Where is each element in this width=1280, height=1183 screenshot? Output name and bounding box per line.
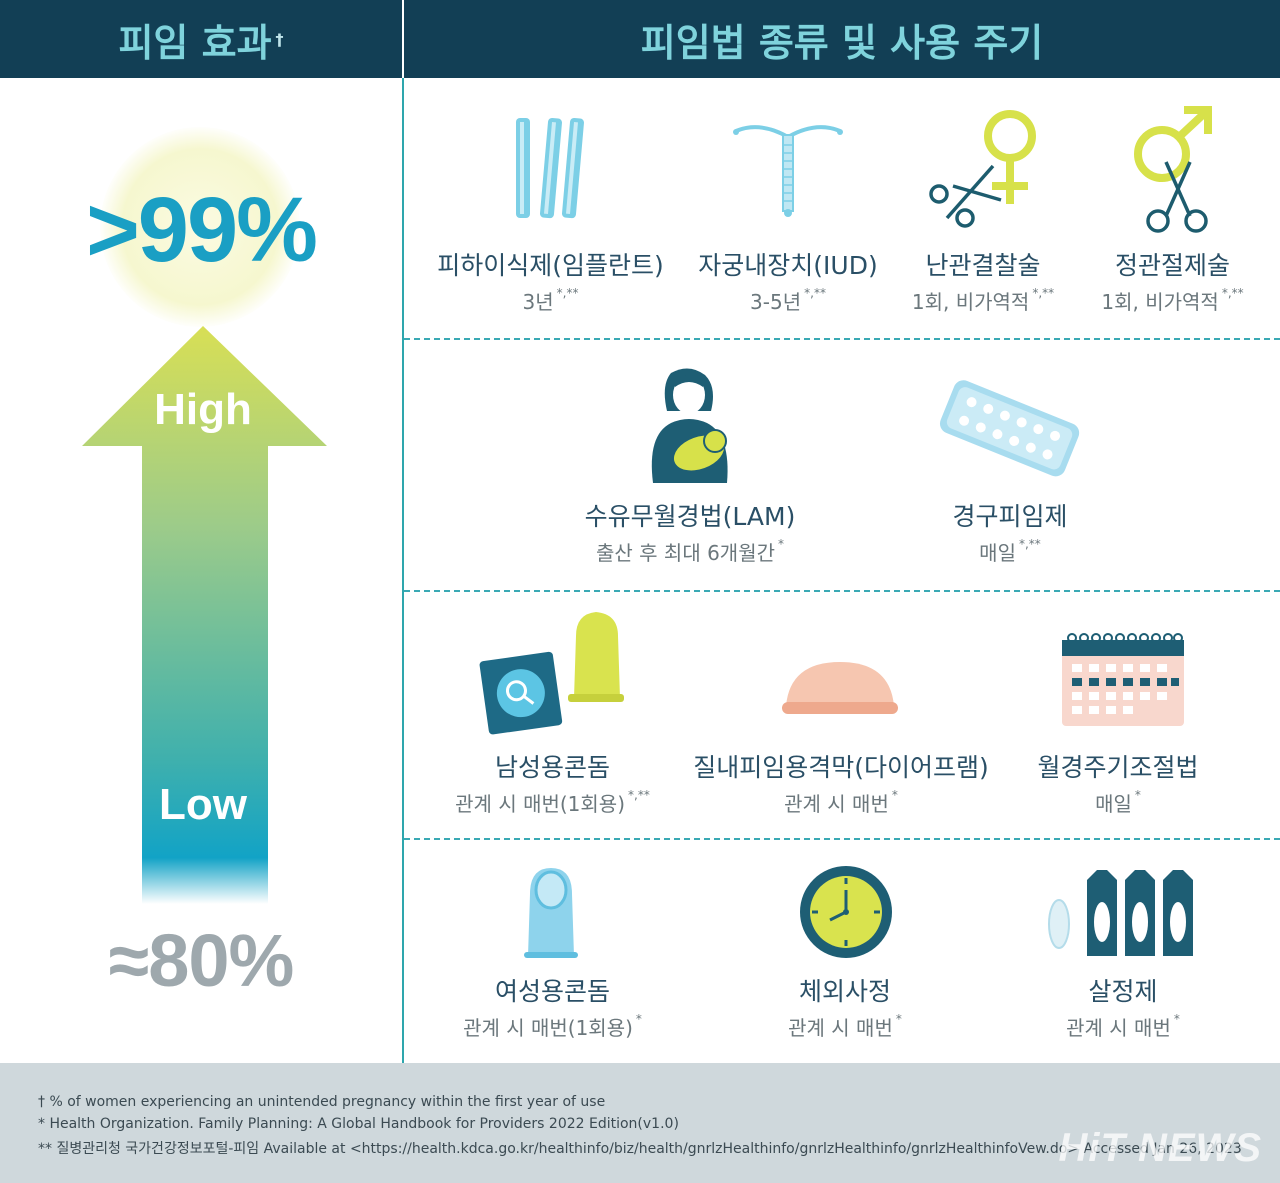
method-cycle: 출산 후 최대 6개월간 *	[596, 537, 784, 565]
breastfeeding-icon	[651, 368, 728, 483]
method-pill: 경구피임제 매일 *,**	[915, 497, 1105, 566]
method-cycle: 1회, 비가역적 *,**	[911, 286, 1055, 314]
footnote-who: * Health Organization. Family Planning: …	[38, 1116, 679, 1132]
male-condom-icon	[479, 612, 624, 735]
high-label: High	[154, 385, 252, 434]
method-male-condom: 남성용콘돔 관계 시 매번(1회용) *,**	[430, 748, 675, 817]
method-lam: 수유무월경법(LAM) 출산 후 최대 6개월간 *	[560, 497, 820, 566]
method-cycle: 관계 시 매번 *	[1066, 1012, 1180, 1040]
low-label: Low	[159, 780, 247, 829]
diaphragm-icon	[782, 662, 898, 714]
method-vasectomy: 정관절제술 1회, 비가역적 *,**	[1080, 246, 1265, 315]
effect-title: 피임 효과 †	[0, 0, 402, 78]
method-cycle: 1회, 비가역적 *,**	[1101, 286, 1244, 314]
method-name: 질내피임용격막(다이어프램)	[693, 753, 989, 782]
row-divider	[404, 838, 1280, 840]
method-withdrawal: 체외사정 관계 시 매번 *	[760, 972, 930, 1041]
footnote-dagger: † % of women experiencing an unintended …	[38, 1094, 606, 1110]
method-name: 수유무월경법(LAM)	[584, 502, 796, 531]
method-cycle: 3-5년 *,**	[750, 286, 826, 314]
method-name: 살정제	[1088, 977, 1158, 1006]
male-scissors-icon	[1134, 106, 1212, 233]
iud-icon	[733, 125, 843, 217]
clock-icon	[800, 866, 892, 958]
method-name: 난관결찰술	[925, 251, 1041, 280]
method-iud: 자궁내장치(IUD) 3-5년 *,**	[688, 246, 888, 315]
method-diaphragm: 질내피임용격막(다이어프램) 관계 시 매번 *	[678, 748, 1004, 817]
method-cycle: 관계 시 매번(1회용) *,**	[455, 788, 650, 816]
method-cycle: 매일 *	[1095, 788, 1141, 816]
effect-title-text: 피임 효과	[118, 20, 272, 65]
calendar-icon	[1062, 633, 1184, 726]
method-cycle: 매일 *,**	[979, 537, 1041, 565]
method-calendar: 월경주기조절법 매일 *	[1028, 748, 1208, 817]
method-tubal: 난관결찰술 1회, 비가역적 *,**	[893, 246, 1073, 315]
pill-pack-icon	[939, 380, 1080, 477]
row-divider	[404, 590, 1280, 592]
header-bar: 피임 효과 † 피임법 종류 및 사용 주기	[0, 0, 1280, 78]
method-implant: 피하이식제(임플란트) 3년 *,**	[418, 246, 683, 315]
low-percent: ≈80%	[108, 919, 295, 1002]
glow-circle	[100, 127, 300, 327]
footnote-kdca: ** 질병관리청 국가건강정보포털-피임 Available at <https…	[38, 1141, 1242, 1157]
method-cycle: 관계 시 매번(1회용) *	[463, 1012, 642, 1040]
method-female-condom: 여성용콘돔 관계 시 매번(1회용) *	[440, 972, 665, 1041]
implant-rods-icon	[516, 118, 584, 219]
female-condom-icon	[524, 868, 578, 958]
method-name: 월경주기조절법	[1037, 753, 1199, 782]
method-cycle: 관계 시 매번 *	[788, 1012, 902, 1040]
method-cycle: 관계 시 매번 *	[784, 788, 898, 816]
column-divider	[402, 78, 404, 1063]
method-name: 자궁내장치(IUD)	[698, 251, 878, 280]
method-name: 남성용콘돔	[494, 753, 610, 782]
methods-title: 피임법 종류 및 사용 주기	[404, 0, 1280, 78]
spermicide-icon	[1048, 870, 1193, 956]
watermark-logo: HiT NEWS	[1058, 1126, 1262, 1170]
footnotes: † % of women experiencing an unintended …	[0, 1063, 1280, 1183]
method-name: 여성용콘돔	[494, 977, 610, 1006]
method-name: 피하이식제(임플란트)	[437, 251, 664, 280]
methods-title-text: 피임법 종류 및 사용 주기	[640, 20, 1044, 65]
female-scissors-icon	[929, 110, 1036, 228]
dagger-mark: †	[275, 29, 284, 49]
header-divider	[402, 0, 404, 78]
method-spermicide: 살정제 관계 시 매번 *	[1038, 972, 1208, 1041]
method-name: 경구피임제	[952, 502, 1068, 531]
row-divider	[404, 338, 1280, 340]
high-percent: >99%	[86, 179, 318, 281]
method-name: 체외사정	[798, 977, 891, 1006]
method-name: 정관절제술	[1114, 251, 1230, 280]
method-cycle: 3년 *,**	[522, 286, 579, 314]
effectiveness-arrow	[82, 326, 327, 904]
